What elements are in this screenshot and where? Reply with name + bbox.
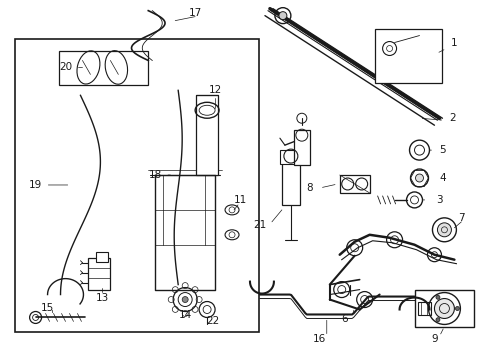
Text: 8: 8: [306, 183, 312, 193]
Text: 16: 16: [312, 334, 326, 345]
Text: 7: 7: [457, 213, 464, 223]
Circle shape: [454, 306, 458, 310]
Text: 2: 2: [448, 113, 455, 123]
Circle shape: [437, 223, 450, 237]
Text: 1: 1: [450, 37, 457, 48]
Bar: [59, 50, 148, 85]
Circle shape: [278, 12, 286, 20]
Text: 3: 3: [436, 195, 442, 205]
Bar: [293, 130, 309, 165]
Text: 9: 9: [430, 334, 437, 345]
Bar: [417, 302, 430, 315]
Text: 19: 19: [29, 180, 42, 190]
Text: 11: 11: [233, 195, 246, 205]
Text: 12: 12: [208, 85, 221, 95]
Text: 6: 6: [341, 314, 347, 324]
Text: 18: 18: [148, 170, 162, 180]
Bar: [281, 160, 299, 205]
Text: 20: 20: [59, 62, 72, 72]
Bar: [96, 252, 108, 262]
Circle shape: [435, 318, 439, 322]
Text: 15: 15: [41, 302, 54, 312]
Polygon shape: [155, 175, 215, 289]
Bar: [279, 150, 301, 164]
Circle shape: [415, 174, 423, 182]
Circle shape: [435, 295, 439, 299]
Bar: [15, 39, 259, 332]
Text: 14: 14: [178, 310, 191, 320]
Bar: [414, 289, 473, 328]
Text: 22: 22: [206, 316, 219, 327]
Bar: [339, 175, 369, 193]
Text: 13: 13: [96, 293, 109, 302]
Circle shape: [433, 298, 453, 319]
Circle shape: [182, 297, 188, 302]
Text: 17: 17: [188, 8, 202, 18]
Text: 5: 5: [439, 145, 445, 155]
Text: 21: 21: [253, 220, 266, 230]
Text: 4: 4: [439, 173, 445, 183]
Bar: [88, 258, 110, 289]
Bar: [196, 95, 218, 175]
Bar: [374, 28, 442, 84]
